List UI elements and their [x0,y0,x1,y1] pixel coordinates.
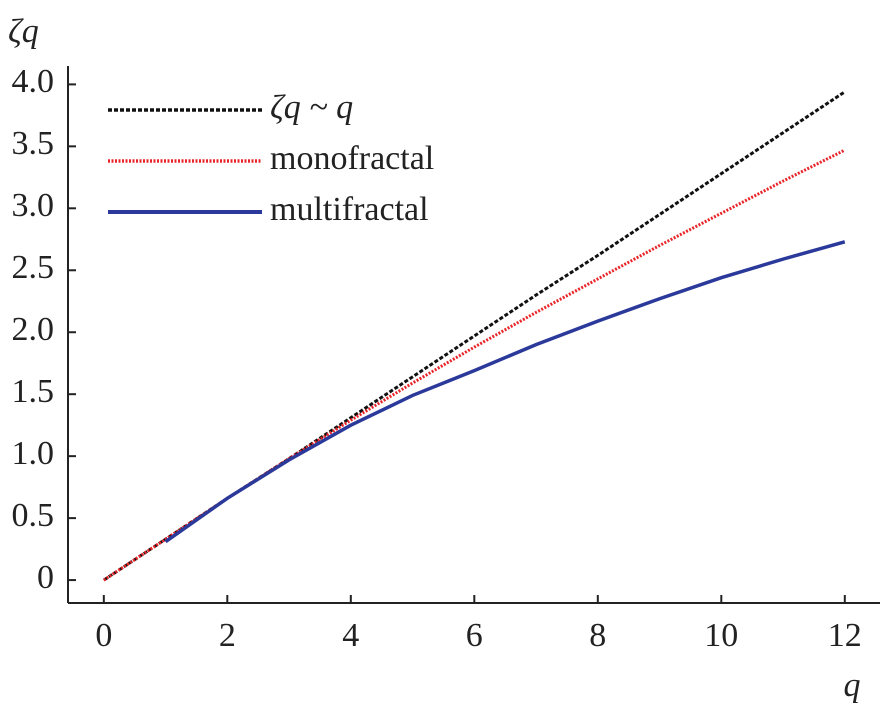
y-tick-label: 1.5 [12,373,55,410]
series-line [102,90,846,582]
legend-label: multifractal [270,191,429,228]
y-tick-label: 3.0 [12,187,55,224]
series-line [164,240,846,544]
legend-label: ζq ~ q [270,89,353,126]
x-tick-label: 6 [466,617,483,654]
series-line [102,148,846,582]
x-tick-label: 12 [828,617,862,654]
x-axis-label: q [844,667,861,704]
y-tick-label: 2.0 [12,311,55,348]
y-tick-label: 1.0 [12,435,55,472]
legend-label: monofractal [270,140,434,177]
y-axis-label: ζq [8,13,39,50]
y-tick-label: 0.5 [12,497,55,534]
y-tick-label: 4.0 [12,63,55,100]
x-tick-label: 2 [219,617,236,654]
x-tick-label: 8 [589,617,606,654]
y-tick-label: 2.5 [12,249,55,286]
x-tick-label: 0 [95,617,112,654]
x-tick-label: 4 [342,617,359,654]
y-tick-label: 3.5 [12,125,55,162]
x-tick-label: 10 [704,617,738,654]
y-tick-label: 0 [37,559,54,596]
